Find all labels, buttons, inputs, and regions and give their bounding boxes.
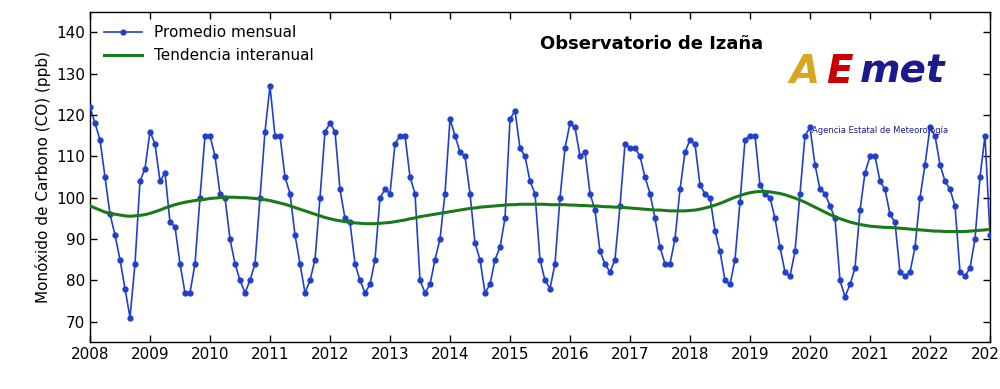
Promedio mensual [84,104,96,109]
Promedio mensual [529,191,541,196]
Tendencia interanual [519,202,531,207]
Tendencia interanual [834,216,846,221]
Text: A: A [790,53,820,91]
Promedio mensual [224,237,236,241]
Tendencia interanual [984,227,996,232]
Tendencia interanual [939,229,951,234]
Text: E: E [826,53,852,91]
Promedio mensual [164,220,176,225]
Tendencia interanual [159,206,171,210]
Promedio mensual [124,315,136,320]
Promedio mensual [264,84,276,88]
Promedio mensual [984,233,996,237]
Text: Agencia Estatal de Meteorología: Agencia Estatal de Meteorología [812,126,948,135]
Tendencia interanual [754,189,766,194]
Tendencia interanual [219,195,231,200]
Promedio mensual [839,294,851,299]
Y-axis label: Monóxido de Carbono (CO) (ppb): Monóxido de Carbono (CO) (ppb) [35,51,51,303]
Line: Promedio mensual: Promedio mensual [88,84,992,320]
Text: Observatorio de Izaña: Observatorio de Izaña [540,35,763,53]
Text: met: met [860,53,946,91]
Legend: Promedio mensual, Tendencia interanual: Promedio mensual, Tendencia interanual [98,19,320,69]
Tendencia interanual [334,219,346,223]
Promedio mensual [524,179,536,184]
Tendencia interanual [84,203,96,208]
Tendencia interanual [514,202,526,207]
Promedio mensual [344,220,356,225]
Line: Tendencia interanual: Tendencia interanual [90,191,990,231]
